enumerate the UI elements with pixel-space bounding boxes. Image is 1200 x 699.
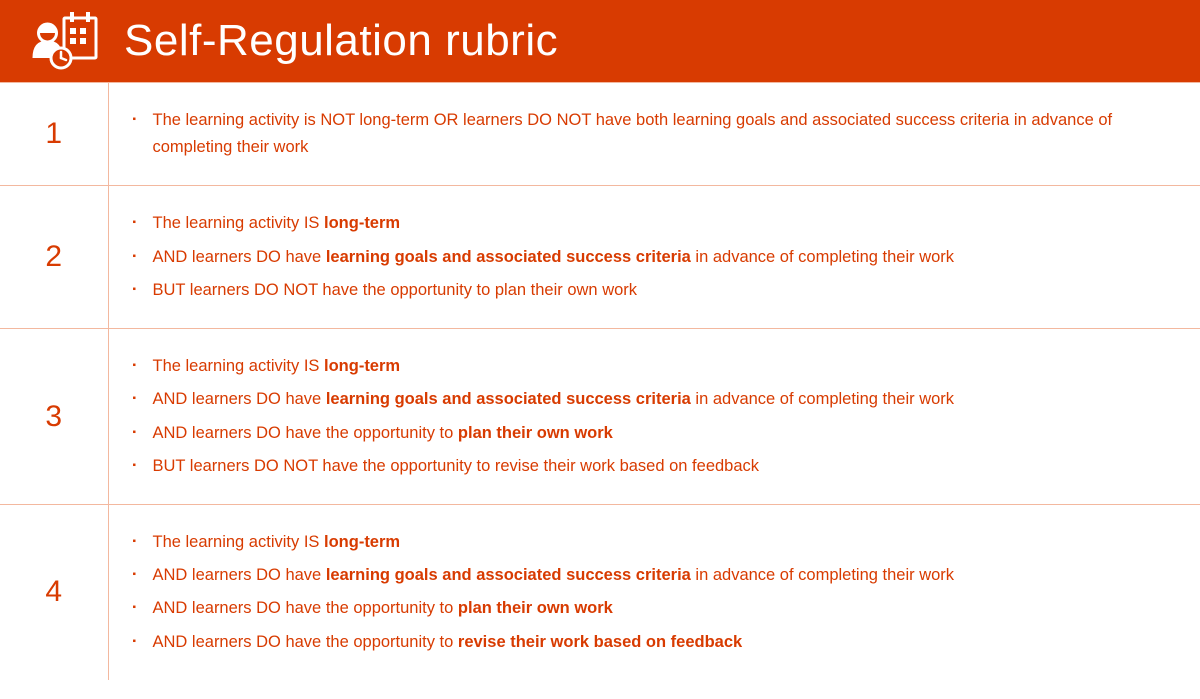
page-title: Self-Regulation rubric: [124, 16, 558, 66]
level-number: 2: [0, 186, 108, 329]
criterion-item: AND learners DO have the opportunity to …: [119, 420, 1171, 447]
level-criteria: The learning activity IS long-term AND le…: [108, 329, 1200, 505]
criterion-item: AND learners DO have learning goals and …: [119, 244, 1171, 271]
level-criteria: The learning activity IS long-term AND le…: [108, 504, 1200, 679]
level-criteria: The learning activity IS long-term AND le…: [108, 186, 1200, 329]
header-bar: Self-Regulation rubric: [0, 0, 1200, 82]
criterion-item: BUT learners DO NOT have the opportunity…: [119, 453, 1171, 480]
level-number: 4: [0, 504, 108, 679]
criterion-item: The learning activity IS long-term: [119, 529, 1171, 556]
self-regulation-icon: [30, 12, 100, 70]
rubric-row: 1The learning activity is NOT long-term …: [0, 83, 1200, 186]
rubric-row: 3 The learning activity IS long-term AND l…: [0, 329, 1200, 505]
criterion-item: The learning activity IS long-term: [119, 210, 1171, 237]
level-criteria: The learning activity is NOT long-term O…: [108, 83, 1200, 186]
rubric-row: 2 The learning activity IS long-term AND l…: [0, 186, 1200, 329]
criterion-item: AND learners DO have the opportunity to …: [119, 595, 1171, 622]
level-number: 3: [0, 329, 108, 505]
criterion-item: The learning activity is NOT long-term O…: [119, 107, 1171, 161]
criterion-item: AND learners DO have the opportunity to …: [119, 629, 1171, 656]
criterion-item: BUT learners DO NOT have the opportunity…: [119, 277, 1171, 304]
criterion-item: AND learners DO have learning goals and …: [119, 386, 1171, 413]
criterion-item: The learning activity IS long-term: [119, 353, 1171, 380]
level-number: 1: [0, 83, 108, 186]
criterion-item: AND learners DO have learning goals and …: [119, 562, 1171, 589]
rubric-row: 4 The learning activity IS long-term AND l…: [0, 504, 1200, 679]
rubric-table: 1The learning activity is NOT long-term …: [0, 82, 1200, 680]
